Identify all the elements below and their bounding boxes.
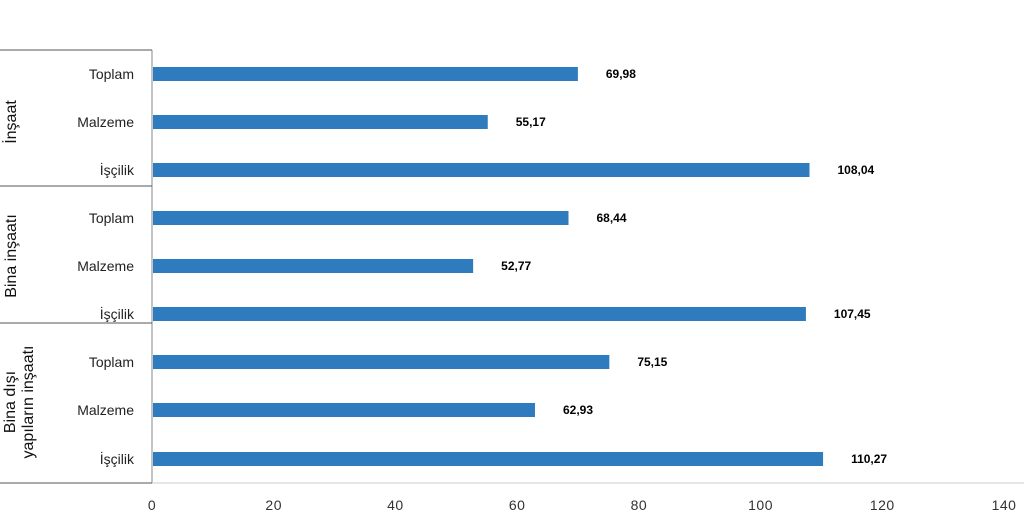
x-tick-label: 20: [265, 497, 282, 513]
category-label: İşçilik: [100, 450, 135, 467]
x-tick-label: 40: [387, 497, 404, 513]
value-label: 55,17: [516, 115, 546, 129]
value-label: 68,44: [597, 211, 627, 225]
value-label: 107,45: [834, 307, 871, 321]
value-label: 62,93: [563, 403, 593, 417]
x-tick-label: 120: [870, 497, 895, 513]
group-label: İnşaat: [1, 100, 20, 144]
category-label: Malzeme: [77, 258, 134, 274]
category-label: Toplam: [89, 66, 134, 82]
category-label: Toplam: [89, 354, 134, 370]
bar: [153, 307, 806, 321]
value-label: 108,04: [838, 163, 875, 177]
group-label: yapıların inşaatı: [20, 346, 37, 459]
bar: [153, 115, 488, 129]
x-tick-label: 100: [748, 497, 773, 513]
value-label: 75,15: [637, 355, 667, 369]
bar: [153, 452, 824, 466]
group-label: Bina dışı: [2, 371, 19, 433]
category-label: İşçilik: [100, 305, 135, 322]
x-tick-label: 80: [631, 497, 648, 513]
bar: [153, 259, 474, 273]
bar: [153, 355, 610, 369]
x-tick-label: 0: [148, 497, 156, 513]
x-tick-label: 60: [509, 497, 526, 513]
category-label: İşçilik: [100, 161, 135, 178]
bar: [153, 163, 810, 177]
value-label: 52,77: [501, 259, 531, 273]
bar: [153, 403, 535, 417]
bar: [153, 211, 569, 225]
bar: [153, 67, 578, 81]
value-label: 69,98: [606, 67, 636, 81]
x-tick-label: 140: [992, 497, 1017, 513]
category-label: Toplam: [89, 210, 134, 226]
category-label: Malzeme: [77, 402, 134, 418]
group-label: Bina inşaatı: [3, 214, 20, 298]
value-label: 110,27: [851, 452, 887, 466]
category-label: Malzeme: [77, 114, 134, 130]
